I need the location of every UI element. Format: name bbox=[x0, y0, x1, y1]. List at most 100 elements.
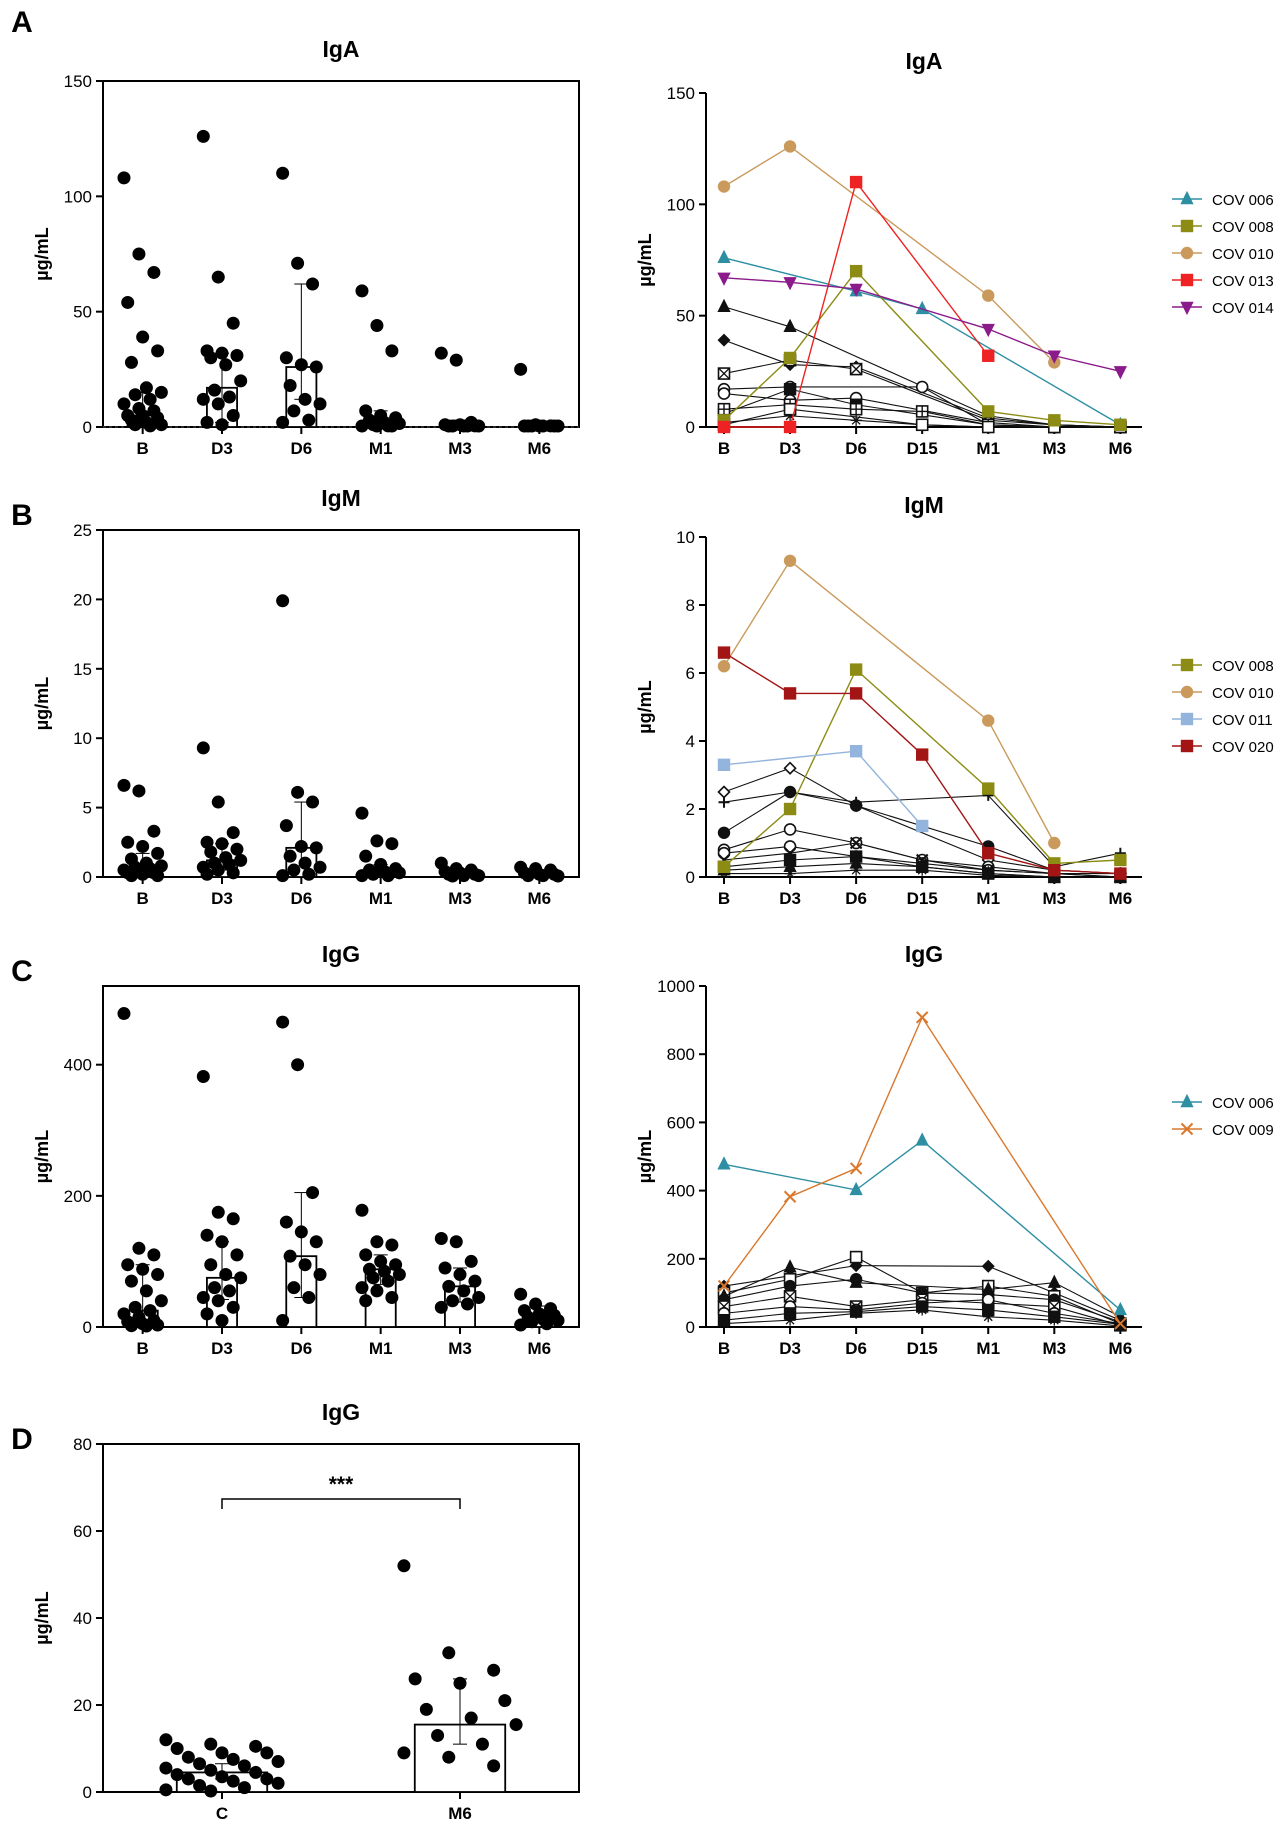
data-point bbox=[204, 845, 218, 859]
data-point bbox=[117, 1007, 131, 1021]
y-tick-label: 600 bbox=[667, 1113, 695, 1132]
chart-C-left: 0 200 400 IgG µg/mL B D3 D6 M1 M3 M6 bbox=[32, 941, 580, 1358]
x-tick-label: M6 bbox=[1109, 439, 1133, 458]
series-line bbox=[723, 257, 1121, 426]
data-point bbox=[226, 1774, 240, 1788]
data-point bbox=[283, 1249, 297, 1263]
data-point bbox=[151, 1268, 165, 1282]
series-line bbox=[723, 1266, 1121, 1318]
x-tick-label: M3 bbox=[448, 439, 472, 458]
significance-bracket bbox=[221, 1498, 461, 1509]
data-point bbox=[540, 1317, 554, 1331]
data-point bbox=[211, 795, 225, 809]
x-tick-label: D3 bbox=[211, 1339, 233, 1358]
data-point bbox=[298, 392, 312, 406]
data-point bbox=[249, 1739, 263, 1753]
data-point bbox=[551, 1313, 565, 1327]
x-tick-label: D6 bbox=[845, 889, 867, 908]
plot-frame bbox=[102, 80, 580, 428]
x-tick-label: D6 bbox=[845, 439, 867, 458]
series-point bbox=[915, 1132, 929, 1146]
x-tick-label: M3 bbox=[448, 889, 472, 908]
y-tick-label: 10 bbox=[676, 528, 695, 547]
series-point bbox=[1048, 1314, 1060, 1326]
data-point bbox=[525, 419, 539, 433]
x-tick-label: D15 bbox=[907, 439, 938, 458]
y-tick-label: 10 bbox=[73, 729, 92, 748]
series-point bbox=[717, 1279, 731, 1293]
data-point bbox=[408, 1672, 422, 1686]
data-point bbox=[536, 419, 550, 433]
y-tick-label: 20 bbox=[73, 590, 92, 609]
data-point bbox=[124, 1319, 138, 1333]
x-tick-label: M6 bbox=[1109, 1339, 1133, 1358]
data-point bbox=[226, 1752, 240, 1766]
series-cov-006 bbox=[717, 1132, 1127, 1316]
x-tick-label: D6 bbox=[290, 889, 312, 908]
data-point bbox=[143, 1304, 157, 1318]
series-point bbox=[849, 264, 863, 278]
data-point bbox=[121, 295, 135, 309]
data-point bbox=[385, 1290, 399, 1304]
chart-B-right: 0 2 4 6 8 10 IgM µg/mL B D3 D6 D15 M1 M3 M6 COV 008 COV … bbox=[635, 492, 1274, 908]
data-point bbox=[306, 277, 320, 291]
data-point bbox=[211, 1205, 225, 1219]
series-point bbox=[915, 748, 929, 761]
data-point bbox=[226, 826, 240, 840]
data-point bbox=[170, 1742, 184, 1755]
series-line bbox=[723, 277, 1121, 373]
data-point bbox=[215, 1746, 229, 1760]
legend-item: COV 020 bbox=[1172, 739, 1274, 756]
data-point bbox=[276, 166, 290, 180]
x-tick-label: M1 bbox=[369, 1339, 393, 1358]
data-point bbox=[366, 1271, 380, 1285]
series-point bbox=[783, 382, 797, 396]
data-point bbox=[298, 1258, 312, 1272]
data-point bbox=[128, 418, 142, 432]
data-point bbox=[181, 1772, 195, 1786]
data-point bbox=[200, 1228, 214, 1242]
data-point bbox=[143, 392, 157, 406]
y-tick-label: 100 bbox=[667, 195, 695, 214]
series-line bbox=[723, 270, 1121, 426]
data-point bbox=[276, 415, 290, 429]
x-tick-label: M6 bbox=[528, 1339, 552, 1358]
x-tick-label: D3 bbox=[779, 1339, 801, 1358]
series-point bbox=[849, 1181, 863, 1196]
series-point bbox=[850, 414, 862, 426]
y-tick-label: 6 bbox=[686, 664, 695, 683]
data-point bbox=[370, 419, 384, 433]
y-tick-label: 50 bbox=[73, 303, 92, 322]
data-point bbox=[159, 1733, 173, 1747]
series-point bbox=[915, 819, 929, 833]
series-cov-008 bbox=[717, 264, 1127, 431]
legend-label: COV 008 bbox=[1212, 658, 1274, 675]
data-point bbox=[464, 1711, 478, 1725]
data-point bbox=[226, 316, 240, 330]
series-point bbox=[783, 140, 797, 153]
data-point bbox=[181, 1750, 195, 1764]
chart-C-right: 0 200 400 600 800 1000 IgG µg/mL B D3 D6 D15 M1 M3 M6 C… bbox=[635, 941, 1274, 1358]
y-axis-label: µg/mL bbox=[32, 1591, 52, 1644]
legend-item: COV 010 bbox=[1172, 246, 1274, 263]
legend-marker bbox=[1180, 273, 1194, 287]
data-point bbox=[154, 385, 168, 399]
y-tick-label: 4 bbox=[686, 732, 695, 751]
x-tick-label: B bbox=[137, 889, 149, 908]
data-point bbox=[472, 419, 486, 433]
data-point bbox=[230, 842, 244, 856]
data-point bbox=[460, 1297, 474, 1311]
data-point bbox=[276, 1313, 290, 1327]
data-point bbox=[215, 1770, 229, 1784]
series-line bbox=[723, 1015, 1121, 1324]
data-point bbox=[226, 866, 240, 880]
series-point bbox=[717, 272, 731, 286]
x-tick-label: B bbox=[718, 889, 730, 908]
legend-label: COV 014 bbox=[1212, 300, 1274, 317]
y-tick-label: 50 bbox=[676, 307, 695, 326]
x-tick-label: B bbox=[137, 1339, 149, 1358]
data-point bbox=[215, 837, 229, 851]
x-tick-label: D15 bbox=[907, 1339, 938, 1358]
series-cov-008 bbox=[717, 663, 1127, 873]
